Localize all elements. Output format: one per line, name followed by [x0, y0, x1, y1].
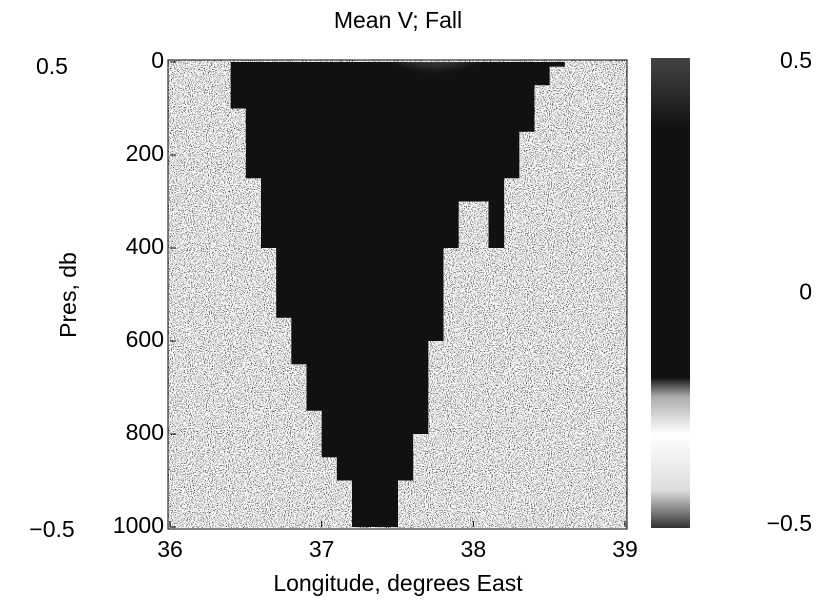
section-column — [518, 62, 535, 132]
x-tick-label: 39 — [612, 536, 638, 562]
section-column — [261, 62, 277, 248]
colorbar — [651, 58, 690, 528]
section-column — [245, 62, 262, 179]
section-column — [230, 62, 247, 109]
y-tick-label: 400 — [126, 233, 164, 259]
plot-area — [168, 2, 627, 528]
y-tick-label: 1000 — [113, 512, 164, 538]
section-column — [412, 62, 429, 434]
colorbar-tick-label: 0 — [799, 279, 812, 305]
section-column — [427, 62, 444, 341]
section-column — [488, 62, 505, 248]
section-column — [503, 62, 520, 179]
y-axis-label: Pres, db — [55, 252, 81, 338]
surface-light-patch — [365, 2, 506, 122]
y-tick-label: 600 — [126, 326, 164, 352]
section-column — [352, 62, 368, 527]
plot-frame — [167, 59, 628, 530]
x-tick-label: 36 — [157, 536, 183, 562]
section-column — [534, 62, 550, 86]
section-column — [291, 62, 307, 365]
y-tick-label: 200 — [126, 140, 164, 166]
section-column — [336, 62, 353, 481]
section-column — [382, 62, 398, 527]
colorbar-tick-label: −0.5 — [767, 510, 812, 536]
section-column — [276, 62, 292, 318]
section-column — [367, 62, 383, 527]
x-tick-label: 37 — [309, 536, 335, 562]
section-column — [321, 62, 338, 458]
colorbar-tick-label: 0.5 — [780, 47, 812, 73]
section-column — [306, 62, 323, 411]
y-tick-label: 0 — [151, 47, 164, 73]
y-tick-label: 800 — [126, 419, 164, 445]
section-column — [549, 62, 565, 67]
section-column — [397, 62, 414, 481]
x-axis-label: Longitude, degrees East — [273, 570, 523, 596]
x-tick-label: 38 — [461, 536, 487, 562]
chart-title: Mean V; Fall — [334, 7, 462, 33]
left-tick-label: −0.5 — [29, 516, 74, 542]
left-tick-label: 0.5 — [36, 53, 68, 79]
